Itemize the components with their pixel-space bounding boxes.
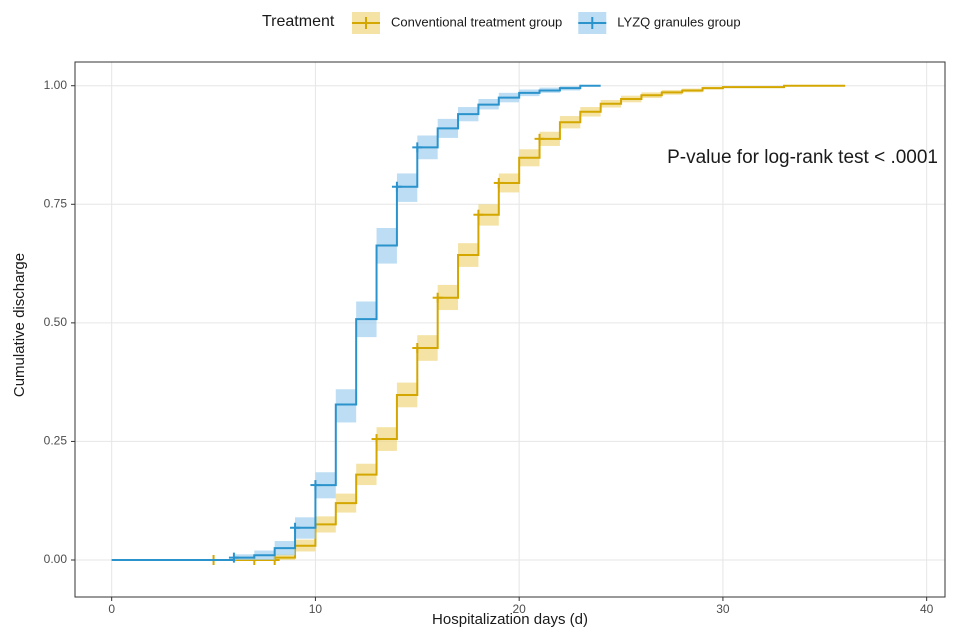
x-axis-title: Hospitalization days (d) [432, 611, 588, 628]
legend-title: Treatment [262, 13, 335, 30]
y-tick-label: 0.00 [44, 552, 68, 566]
y-tick-label: 0.50 [44, 315, 68, 329]
censor-mark [493, 177, 504, 188]
km-line [111, 84, 601, 562]
y-axis-title: Cumulative discharge [11, 253, 28, 397]
x-tick-label: 40 [920, 602, 934, 616]
legend-item: Conventional treatment group [352, 12, 562, 34]
legend-item: LYZQ granules group [578, 12, 741, 34]
censor-mark [228, 552, 239, 563]
x-tick-label: 20 [512, 602, 526, 616]
confidence-band [335, 389, 357, 423]
censor-mark [432, 292, 443, 303]
censor-mark [310, 480, 321, 491]
censor-mark [534, 133, 545, 144]
y-tick-label: 1.00 [44, 78, 68, 92]
annotation: P-value for log-rank test < .0001 [667, 147, 938, 168]
censor-mark [391, 181, 402, 192]
censor-mark [412, 142, 423, 153]
legend-label: Conventional treatment group [391, 14, 562, 29]
x-tick-label: 0 [108, 602, 115, 616]
km-line [111, 84, 846, 562]
x-tick-label: 10 [309, 602, 323, 616]
y-tick-label: 0.75 [44, 196, 68, 210]
censor-mark [290, 522, 301, 533]
y-tick-label: 0.25 [44, 434, 68, 448]
legend-label: LYZQ granules group [617, 14, 740, 29]
x-tick-label: 30 [716, 602, 730, 616]
plot-border [74, 61, 946, 598]
censor-mark [473, 209, 484, 220]
censor-mark [412, 342, 423, 353]
censor-mark [371, 434, 382, 445]
